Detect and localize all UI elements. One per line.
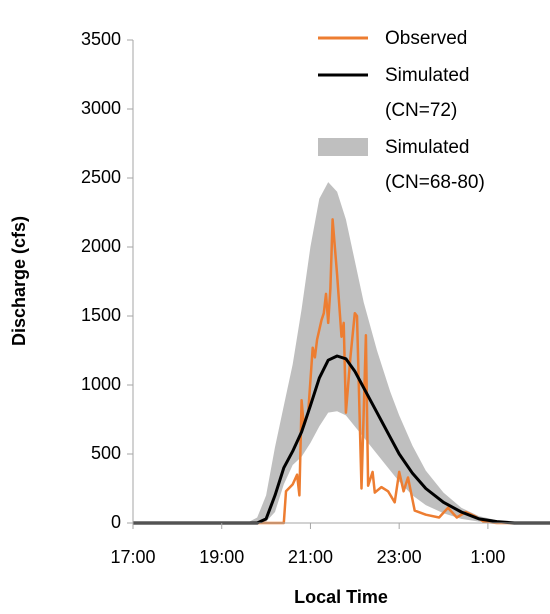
legend-label: Observed — [385, 27, 468, 49]
x-tick-label: 17:00 — [110, 547, 155, 567]
series-line — [133, 354, 550, 525]
x-tick-label: 19:00 — [199, 547, 244, 567]
y-tick-label: 0 — [111, 512, 121, 532]
y-tick-label: 1500 — [81, 305, 121, 325]
legend-swatch — [318, 138, 368, 156]
y-tick-label: 1000 — [81, 374, 121, 394]
plot-area — [133, 182, 550, 525]
x-tick-label: 23:00 — [377, 547, 422, 567]
x-axis-title: Local Time — [294, 587, 388, 607]
legend-label: Simulated (CN=68-80) — [385, 136, 485, 193]
legend-label: Simulated (CN=72) — [385, 64, 470, 121]
y-tick-label: 3500 — [81, 29, 121, 49]
y-tick-label: 2500 — [81, 167, 121, 187]
y-axis-title: Discharge (cfs) — [9, 216, 29, 346]
y-tick-label: 2000 — [81, 236, 121, 256]
x-tick-label: 21:00 — [288, 547, 333, 567]
x-tick-label: 1:00 — [470, 547, 505, 567]
y-tick-label: 500 — [91, 443, 121, 463]
y-tick-label: 3000 — [81, 98, 121, 118]
range-band — [133, 182, 550, 523]
